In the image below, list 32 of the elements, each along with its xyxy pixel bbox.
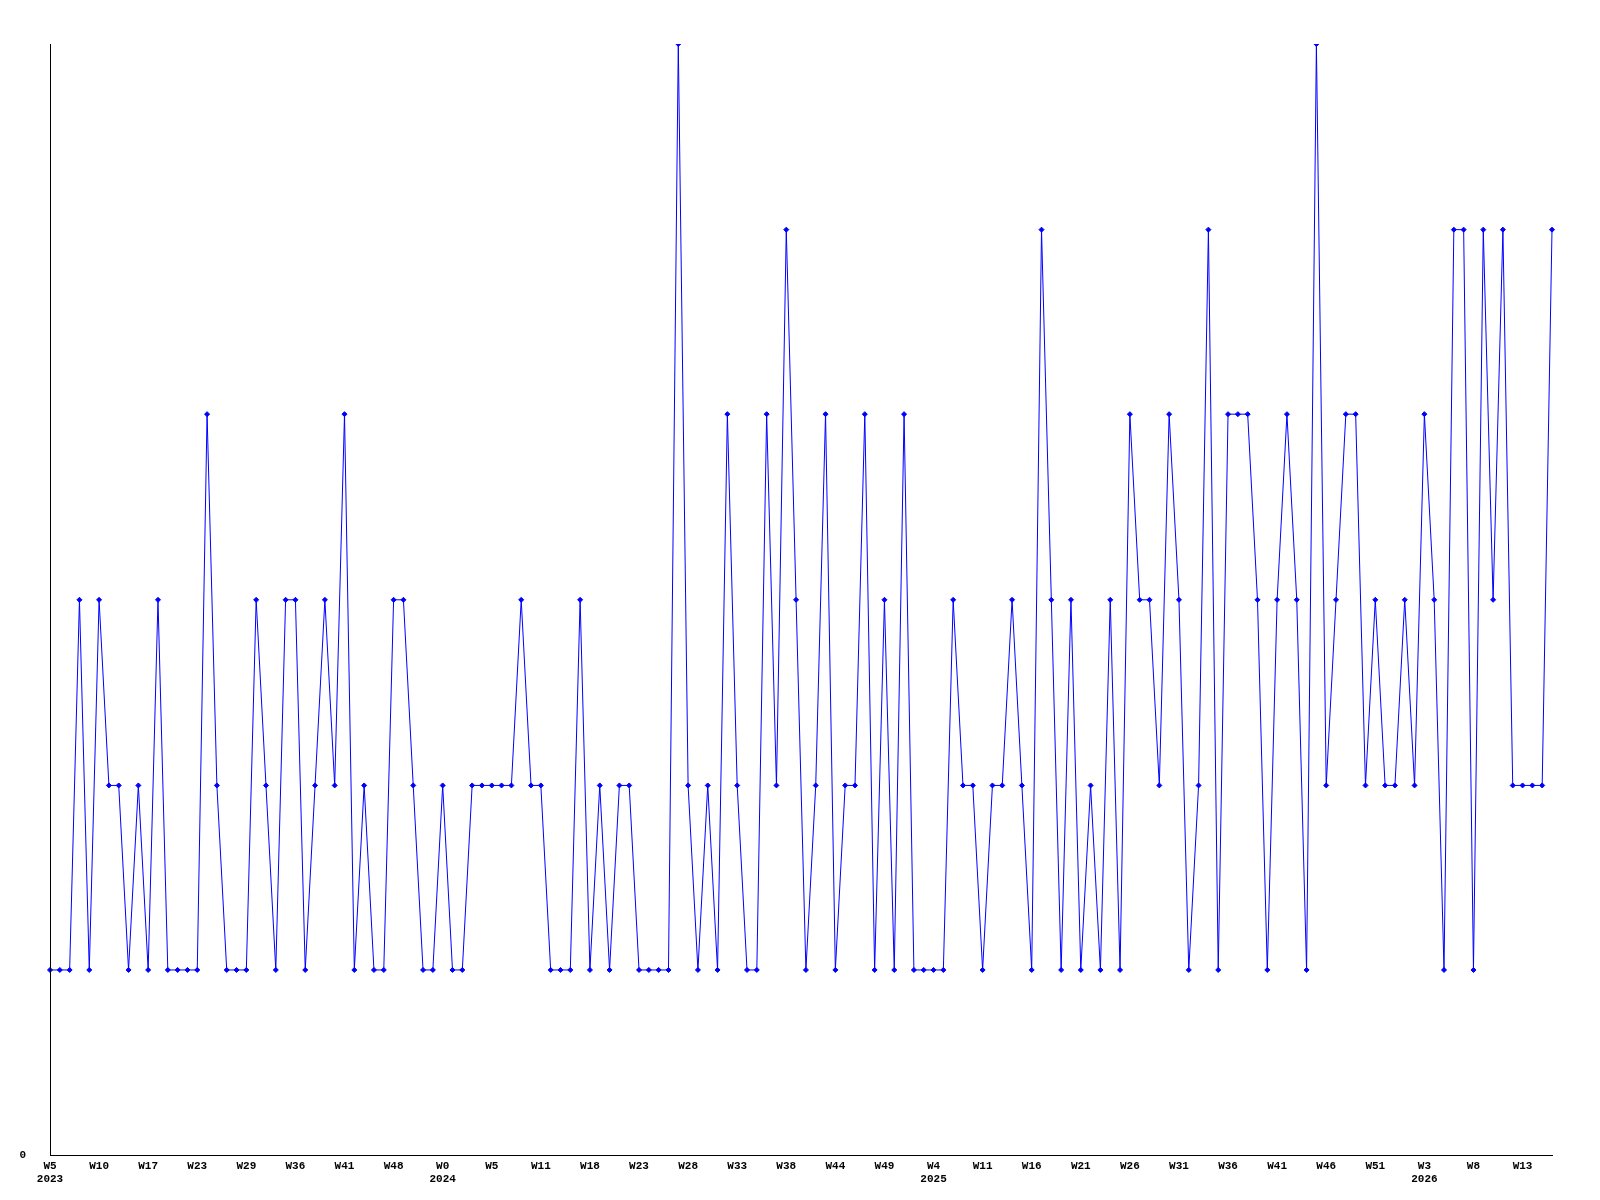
x-tick-label: W46 [1316, 1159, 1337, 1172]
x-tick-label: W36 [1218, 1159, 1238, 1172]
x-tick-label: W36 [285, 1159, 306, 1172]
x-tick-label: W41 [1267, 1159, 1288, 1172]
x-tick-label: W13 [1512, 1159, 1533, 1172]
x-tick-label: W26 [1119, 1159, 1140, 1172]
x-tick-label: W0 2024 [429, 1159, 457, 1186]
x-tick-label: W23 [187, 1159, 208, 1172]
x-tick-label: W4 2025 [920, 1159, 948, 1186]
x-tick-label: W17 [138, 1159, 159, 1172]
x-tick-label: W16 [1021, 1159, 1042, 1172]
x-tick-label: W8 [1466, 1159, 1481, 1172]
x-tick-label: W38 [776, 1159, 797, 1172]
x-tick-label: W44 [825, 1159, 846, 1172]
x-tick-label: W28 [678, 1159, 699, 1172]
x-tick-label: W21 [1070, 1159, 1092, 1172]
x-tick-label: W3 2026 [1411, 1159, 1438, 1186]
x-tick-label: W41 [334, 1159, 355, 1172]
text: 0 [19, 1149, 26, 1162]
x-tick-label: W51 [1365, 1159, 1386, 1172]
x-tick-label: W5 [485, 1159, 499, 1172]
x-tick-label: W11 [530, 1159, 552, 1172]
x-tick-label: W10 [89, 1159, 109, 1172]
x-tick-label: W18 [580, 1159, 601, 1172]
x-tick-label: W5 2023 [36, 1159, 64, 1186]
x-tick-label: W29 [236, 1159, 257, 1172]
x-tick-label: W31 [1169, 1159, 1190, 1172]
x-tick-label: W49 [874, 1159, 895, 1172]
x-tick-label: W11 [972, 1159, 993, 1172]
x-tick-label: W23 [629, 1159, 650, 1172]
x-tick-label: W33 [727, 1159, 748, 1172]
x-tick-label: W48 [383, 1159, 404, 1172]
